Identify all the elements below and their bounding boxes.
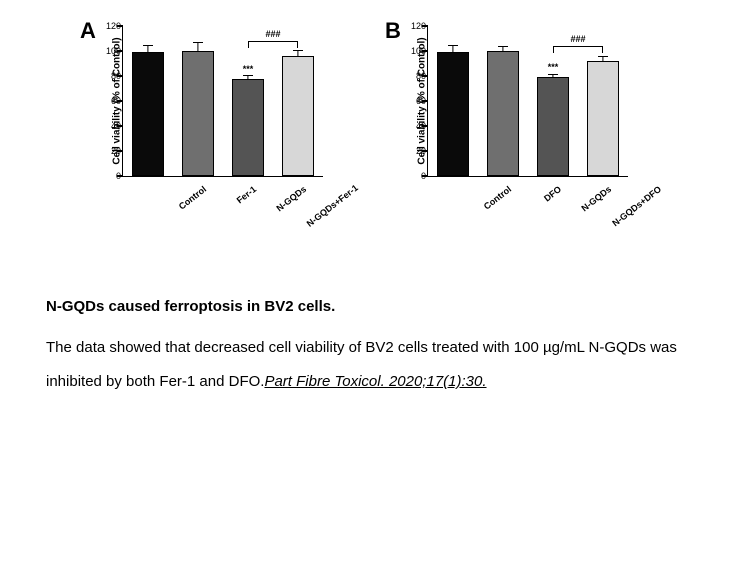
bar	[587, 61, 619, 176]
x-tick-label: N-GQDs	[560, 184, 613, 229]
y-tick-label: 120	[411, 21, 426, 31]
error-cap	[293, 50, 303, 51]
caption-title: N-GQDs caused ferroptosis in BV2 cells.	[46, 290, 726, 325]
bar	[487, 51, 519, 176]
error-cap	[193, 42, 203, 43]
bar	[537, 77, 569, 176]
error-cap	[498, 46, 508, 47]
bar	[182, 51, 214, 176]
error-cap	[448, 45, 458, 46]
panel-letter: B	[385, 18, 401, 44]
error-cap	[143, 45, 153, 46]
x-tick-label: N-GQDs+DFO	[610, 184, 663, 229]
x-tick-label: N-GQDs+Fer-1	[305, 184, 358, 229]
significance-stars: ***	[538, 62, 568, 72]
bar-chart: 020406080100120Cell viability (% of Cont…	[122, 26, 323, 177]
bar	[132, 52, 164, 176]
y-axis-label: Cell viability (% of Control)	[417, 37, 428, 164]
significance-hash: ###	[563, 34, 593, 44]
caption-body: The data showed that decreased cell viab…	[46, 331, 726, 400]
x-tick-label: Fer-1	[205, 184, 258, 229]
significance-hash: ###	[258, 29, 288, 39]
y-tick-label: 0	[116, 171, 121, 181]
significance-bracket	[553, 46, 603, 53]
x-tick-label: Control	[460, 184, 513, 229]
y-tick-label: 120	[106, 21, 121, 31]
charts-row: A 020406080100120Cell viability (% of Con…	[80, 18, 650, 218]
significance-stars: ***	[233, 64, 263, 74]
error-bar	[197, 42, 198, 51]
significance-bracket	[248, 41, 298, 48]
caption-citation: Part Fibre Toxicol. 2020;17(1):30.	[264, 373, 486, 390]
bar-chart: 020406080100120Cell viability (% of Cont…	[427, 26, 628, 177]
y-axis-label: Cell viability (% of Control)	[112, 37, 123, 164]
figure-caption: N-GQDs caused ferroptosis in BV2 cells. …	[46, 290, 726, 400]
error-cap	[598, 56, 608, 57]
panel-A: A 020406080100120Cell viability (% of Con…	[80, 18, 345, 218]
x-tick-label: N-GQDs	[255, 184, 308, 229]
panel-letter: A	[80, 18, 96, 44]
error-cap	[243, 75, 253, 76]
bar	[232, 79, 264, 177]
y-tick-label: 0	[421, 171, 426, 181]
panel-B: B 020406080100120Cell viability (% of Con…	[385, 18, 650, 218]
x-tick-label: Control	[155, 184, 208, 229]
bar	[282, 56, 314, 176]
bar	[437, 52, 469, 176]
x-tick-label: DFO	[510, 184, 563, 229]
error-cap	[548, 74, 558, 75]
figure-page: A 020406080100120Cell viability (% of Con…	[0, 0, 756, 567]
